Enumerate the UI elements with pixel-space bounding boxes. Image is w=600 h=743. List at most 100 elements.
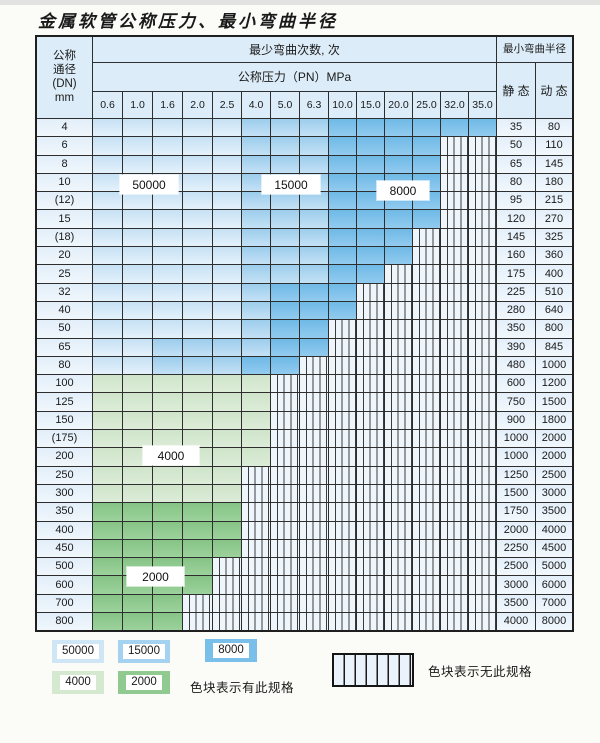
spec-cell-no-spec <box>300 484 328 503</box>
spec-cell-no-spec <box>469 503 496 521</box>
spec-cell-4000 <box>153 466 182 484</box>
spec-cell-no-spec <box>357 411 384 430</box>
spec-cell-no-spec <box>385 283 412 301</box>
spec-cell-50000 <box>93 155 122 173</box>
spec-cell-no-spec <box>385 301 412 320</box>
spec-cell-2000 <box>183 539 212 558</box>
spec-cell-no-spec <box>441 539 468 558</box>
spec-cell-15000 <box>300 247 328 265</box>
spec-cell-50000 <box>183 137 212 155</box>
pressure-tick-25.0: 25.0 <box>413 92 440 118</box>
spec-cell-no-spec <box>441 320 468 338</box>
spec-cell-no-spec <box>413 466 440 484</box>
spec-cell-4000 <box>153 430 182 448</box>
spec-cell-2000 <box>183 576 212 594</box>
spec-cell-4000 <box>153 393 182 411</box>
spec-cell-no-spec <box>242 466 270 484</box>
static-radius-cell: 65 <box>497 155 535 173</box>
legend-label-8000: 8000 <box>213 642 249 659</box>
spec-cell-15000 <box>242 119 270 137</box>
spec-cell-no-spec <box>357 375 384 393</box>
overlay-label-2000: 2000 <box>127 567 184 586</box>
spec-cell-50000 <box>153 283 182 301</box>
dynamic-radius-cell: 1800 <box>536 411 572 430</box>
spec-cell-8000 <box>329 192 356 210</box>
spec-cell-no-spec <box>413 411 440 430</box>
spec-cell-no-spec <box>357 539 384 558</box>
static-radius-cell: 3000 <box>497 576 535 594</box>
spec-cell-8000 <box>329 155 356 173</box>
spec-cell-50000 <box>183 265 212 283</box>
spec-cell-no-spec <box>469 283 496 301</box>
pressure-tick-32.0: 32.0 <box>441 92 468 118</box>
spec-cell-15000 <box>271 228 299 247</box>
static-column-header: 静 态 <box>497 63 535 118</box>
pressure-tick-1.6: 1.6 <box>153 92 182 118</box>
spec-cell-50000 <box>123 119 152 137</box>
spec-cell-no-spec <box>413 247 440 265</box>
spec-cell-4000 <box>242 448 270 466</box>
spec-cell-no-spec <box>329 466 356 484</box>
spec-cell-15000 <box>242 283 270 301</box>
spec-cell-4000 <box>153 411 182 430</box>
spec-cell-50000 <box>183 228 212 247</box>
dn-cell-350: 350 <box>37 503 92 521</box>
spec-cell-50000 <box>123 247 152 265</box>
static-radius-cell: 95 <box>497 192 535 210</box>
overlay-label-15000: 15000 <box>262 175 320 194</box>
spec-cell-50000 <box>93 356 122 375</box>
spec-cell-no-spec <box>357 283 384 301</box>
spec-cell-2000 <box>153 503 182 521</box>
spec-cell-15000 <box>242 137 270 155</box>
spec-cell-no-spec <box>300 503 328 521</box>
spec-cell-8000 <box>385 228 412 247</box>
spec-cell-no-spec <box>413 430 440 448</box>
spec-cell-50000 <box>123 228 152 247</box>
spec-cell-no-spec <box>469 448 496 466</box>
spec-cell-50000 <box>213 283 241 301</box>
spec-table: 公称 通径 (DN) mm 最少弯曲次数, 次 最小弯曲半径 公称压力（PN）M… <box>35 35 574 633</box>
spec-cell-no-spec <box>413 448 440 466</box>
spec-cell-no-spec <box>213 576 241 594</box>
spec-cell-no-spec <box>441 301 468 320</box>
spec-cell-no-spec <box>469 393 496 411</box>
spec-cell-2000 <box>183 503 212 521</box>
spec-cell-2000 <box>123 539 152 558</box>
pressure-tick-1.0: 1.0 <box>123 92 152 118</box>
spec-cell-50000 <box>153 192 182 210</box>
spec-cell-2000 <box>123 594 152 613</box>
spec-cell-15000 <box>242 265 270 283</box>
spec-cell-no-spec <box>329 356 356 375</box>
spec-cell-4000 <box>93 411 122 430</box>
spec-cell-no-spec <box>441 247 468 265</box>
spec-cell-50000 <box>93 210 122 228</box>
spec-cell-8000 <box>385 119 412 137</box>
spec-cell-4000 <box>183 430 212 448</box>
spec-cell-8000 <box>357 265 384 283</box>
static-radius-cell: 3500 <box>497 594 535 613</box>
spec-cell-8000 <box>357 247 384 265</box>
static-radius-cell: 2000 <box>497 521 535 539</box>
spec-cell-no-spec <box>385 576 412 594</box>
dynamic-radius-cell: 145 <box>536 155 572 173</box>
spec-cell-no-spec <box>300 576 328 594</box>
spec-cell-no-spec <box>441 558 468 576</box>
dn-cell-250: 250 <box>37 466 92 484</box>
spec-cell-2000 <box>93 539 122 558</box>
spec-cell-2000 <box>153 521 182 539</box>
dn-header-line: 通径 <box>53 63 76 76</box>
dn-cell-(12): (12) <box>37 192 92 210</box>
static-radius-cell: 160 <box>497 247 535 265</box>
spec-cell-2000 <box>93 503 122 521</box>
dn-cell-450: 450 <box>37 539 92 558</box>
spec-cell-15000 <box>271 247 299 265</box>
min-bend-radius-header: 最小弯曲半径 <box>497 37 572 62</box>
spec-cell-no-spec <box>441 411 468 430</box>
spec-cell-no-spec <box>183 594 212 613</box>
spec-cell-2000 <box>93 613 122 631</box>
spec-cell-no-spec <box>271 411 299 430</box>
spec-cell-no-spec <box>385 356 412 375</box>
pressure-tick-35.0: 35.0 <box>469 92 496 118</box>
spec-cell-4000 <box>213 411 241 430</box>
spec-cell-4000 <box>213 430 241 448</box>
